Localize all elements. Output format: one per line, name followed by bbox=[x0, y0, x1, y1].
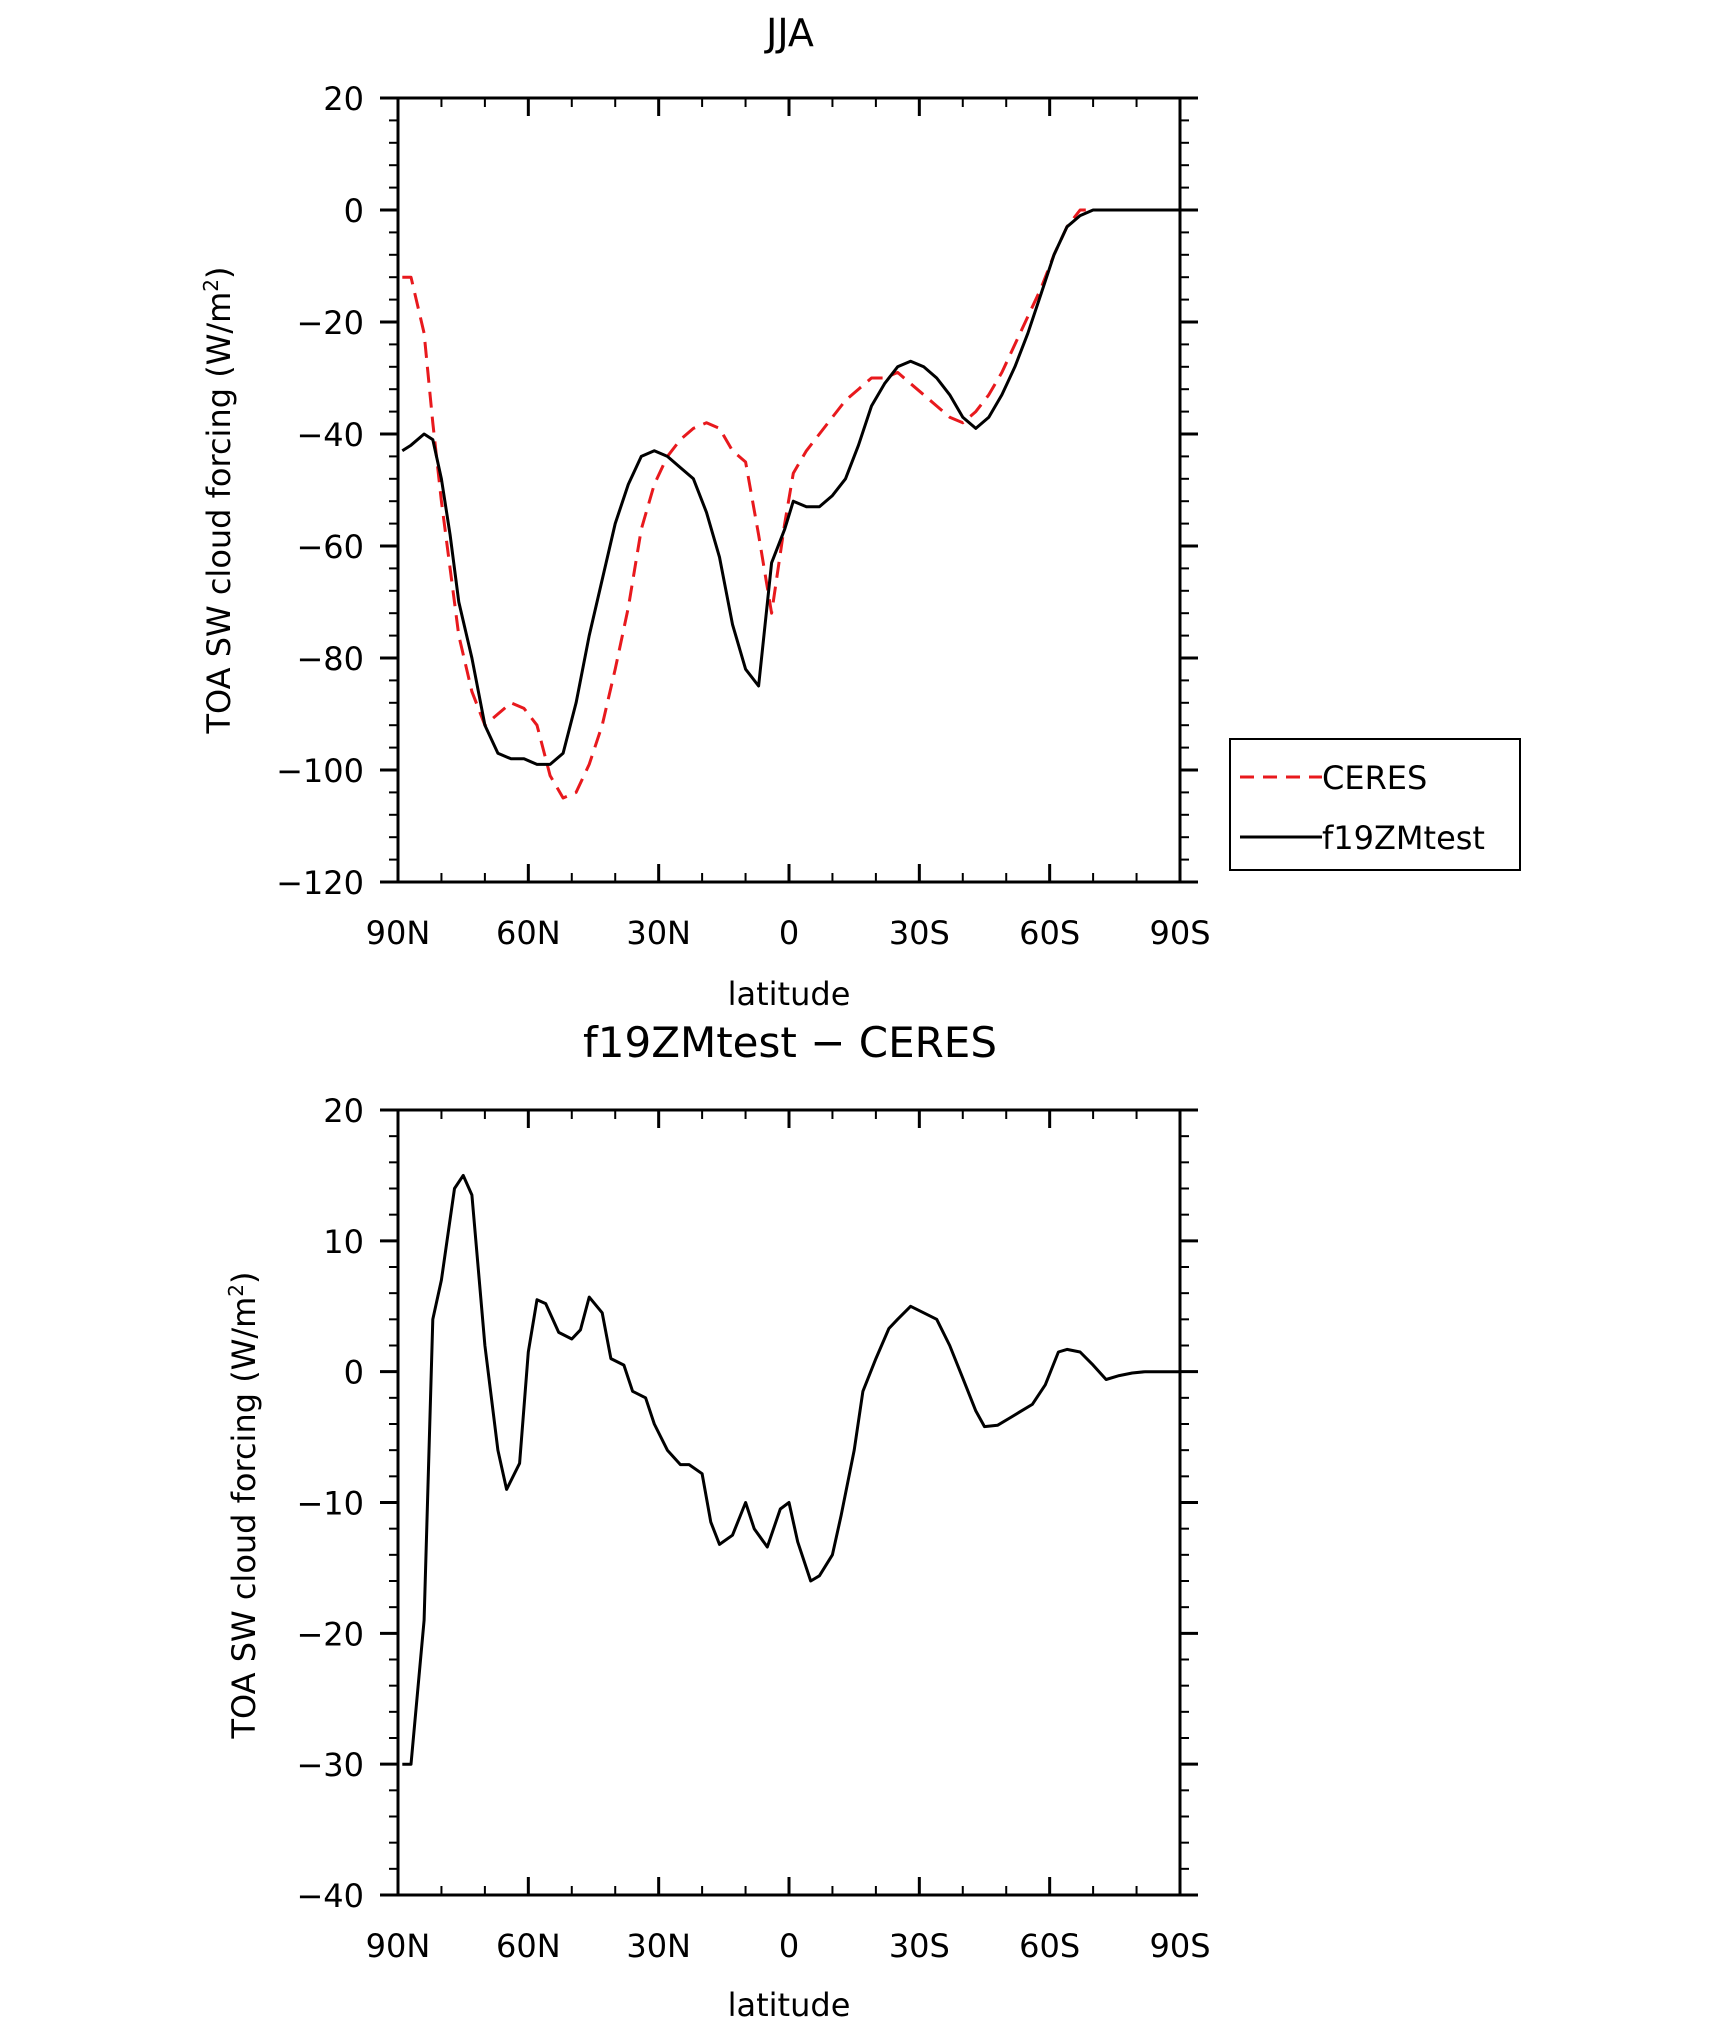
x-tick-label: 60S bbox=[1019, 914, 1080, 952]
x-tick-label: 30N bbox=[626, 1927, 691, 1965]
y-tick-label: −30 bbox=[296, 1746, 364, 1784]
axis-ticks: 90N 60N 30N 0 30S 60S 90S 20 10 0 −10 −20 −30 −40 bbox=[296, 1092, 1210, 1965]
x-tick-label: 0 bbox=[779, 1927, 799, 1965]
y-axis-label: TOA SW cloud forcing (W/m2) bbox=[199, 266, 238, 734]
x-tick-label: 30S bbox=[889, 914, 950, 952]
y-tick-label: −100 bbox=[276, 752, 364, 790]
series-line-difference bbox=[402, 1173, 1180, 1766]
chart-jja: JJA 90N 60N 30N 0 30S 60S 90S 20 0 −20 −40 −60 −80 −1… bbox=[199, 11, 1521, 1013]
x-axis-label: latitude bbox=[728, 1986, 851, 2021]
x-tick-label: 0 bbox=[779, 914, 799, 952]
y-axis-label: TOA SW cloud forcing (W/m2) bbox=[224, 1271, 263, 1739]
series-line-f19zmtest bbox=[401, 208, 1180, 766]
y-tick-label: −20 bbox=[296, 304, 364, 342]
legend-label-ceres: CERES bbox=[1322, 759, 1427, 797]
y-tick-label: −40 bbox=[296, 416, 364, 454]
y-tick-label: −10 bbox=[296, 1485, 364, 1523]
x-axis-label: latitude bbox=[728, 975, 851, 1013]
series-group bbox=[401, 208, 1180, 800]
y-tick-label: 10 bbox=[323, 1223, 364, 1261]
axis-ticks: 90N 60N 30N 0 30S 60S 90S 20 0 −20 −40 −60 −80 −100 −1… bbox=[276, 80, 1210, 952]
y-tick-label: −20 bbox=[296, 1615, 364, 1653]
x-tick-label: 90S bbox=[1149, 1927, 1210, 1965]
y-tick-label: 0 bbox=[344, 192, 364, 230]
series-group bbox=[402, 1173, 1180, 1766]
legend-box bbox=[1229, 738, 1521, 871]
legend: CERES f19ZMtest bbox=[1229, 738, 1521, 871]
x-tick-label: 60N bbox=[496, 1927, 561, 1965]
x-tick-label: 90N bbox=[366, 914, 431, 952]
chart-title: f19ZMtest − CERES bbox=[583, 1018, 997, 1067]
chart-difference: f19ZMtest − CERES 90N 60N 30N 0 30S 60S 90S 20 1… bbox=[224, 1018, 1211, 2021]
x-tick-label: 30S bbox=[889, 1927, 950, 1965]
y-tick-label: −80 bbox=[296, 640, 364, 678]
chart-title: JJA bbox=[764, 11, 814, 55]
y-tick-label: 20 bbox=[323, 1092, 364, 1130]
x-tick-label: 90N bbox=[366, 1927, 431, 1965]
series-line-ceres bbox=[402, 208, 1180, 800]
x-tick-label: 30N bbox=[626, 914, 691, 952]
y-tick-label: −60 bbox=[296, 528, 364, 566]
x-tick-label: 60N bbox=[496, 914, 561, 952]
y-tick-label: −40 bbox=[296, 1877, 364, 1915]
y-tick-label: 0 bbox=[344, 1354, 364, 1392]
legend-label-f19zmtest: f19ZMtest bbox=[1322, 819, 1485, 857]
y-tick-label: 20 bbox=[323, 80, 364, 118]
x-tick-label: 90S bbox=[1149, 914, 1210, 952]
y-tick-label: −120 bbox=[276, 864, 364, 902]
x-tick-label: 60S bbox=[1019, 1927, 1080, 1965]
